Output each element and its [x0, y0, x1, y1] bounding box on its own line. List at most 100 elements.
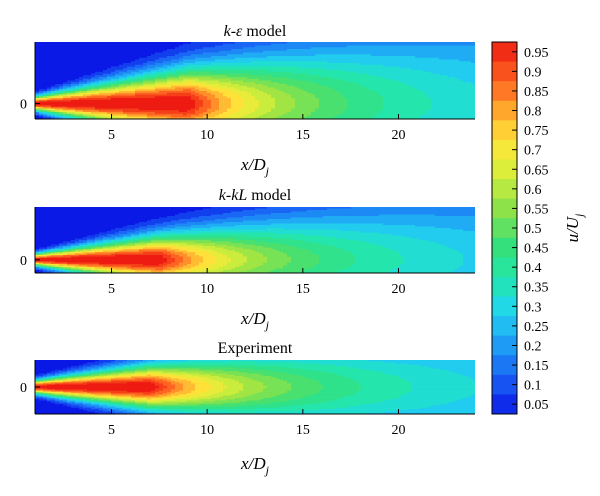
field-cell [463, 112, 468, 115]
field-cell [403, 71, 408, 75]
field-cell [127, 63, 132, 66]
field-cell [455, 105, 460, 108]
field-cell [431, 78, 436, 82]
field-cell [75, 91, 80, 94]
field-cell [363, 98, 368, 101]
field-cell [251, 73, 256, 76]
field-cell [323, 105, 328, 108]
field-cell [367, 89, 372, 92]
field-cell [79, 84, 84, 87]
field-cell [163, 110, 168, 113]
field-cell [99, 47, 104, 50]
field-cell [111, 42, 116, 45]
field-cell [123, 54, 128, 57]
field-cell [395, 87, 400, 90]
field-cell [255, 94, 260, 97]
field-cell [447, 73, 452, 76]
field-cell [167, 99, 172, 103]
field-cell [415, 73, 420, 76]
field-cell [227, 59, 232, 62]
field-cell [399, 110, 404, 113]
field-cell [43, 259, 48, 262]
field-cell [123, 59, 128, 62]
field-cell [411, 45, 416, 48]
field-cell [263, 75, 268, 78]
field-cell [387, 106, 392, 110]
field-cell [139, 101, 144, 104]
field-cell [131, 78, 136, 82]
field-cell [91, 115, 96, 118]
field-cell [343, 78, 348, 82]
field-cell [187, 78, 192, 82]
field-cell [43, 213, 48, 216]
field-cell [323, 108, 328, 111]
field-cell [259, 57, 264, 61]
field-cell [43, 98, 48, 101]
field-cell [431, 89, 436, 92]
field-cell [51, 43, 56, 47]
field-cell [315, 84, 320, 87]
field-cell [467, 64, 472, 68]
field-cell [331, 68, 336, 71]
field-cell [195, 112, 200, 115]
field-cell [39, 112, 44, 115]
field-cell [471, 98, 475, 101]
field-cell [147, 47, 152, 50]
field-cell [223, 73, 228, 76]
field-cell [119, 105, 124, 108]
field-cell [451, 87, 456, 90]
field-cell [291, 54, 296, 57]
field-cell [247, 54, 252, 57]
field-cell [123, 113, 128, 117]
field-cell [463, 68, 468, 71]
field-cell [367, 50, 372, 54]
field-cell [315, 101, 320, 104]
field-cell [71, 103, 76, 106]
field-cell [215, 87, 220, 90]
field-cell [99, 110, 104, 113]
field-cell [359, 43, 364, 47]
field-cell [259, 105, 264, 108]
field-cell [403, 77, 408, 80]
field-cell [131, 105, 136, 108]
field-cell [359, 103, 364, 106]
field-cell [171, 94, 176, 97]
field-cell [203, 77, 208, 80]
field-cell [355, 110, 360, 113]
field-cell [135, 96, 140, 99]
field-cell [71, 78, 76, 82]
field-cell [247, 110, 252, 113]
field-cell [219, 92, 224, 96]
field-cell [187, 106, 192, 110]
field-cell [379, 110, 384, 113]
field-cell [111, 50, 116, 54]
field-cell [215, 80, 220, 83]
field-cell [83, 68, 88, 71]
field-cell [99, 89, 104, 92]
field-cell [59, 82, 64, 85]
field-cell [339, 106, 344, 110]
field-cell [107, 80, 112, 83]
field-cell [315, 112, 320, 115]
field-cell [451, 57, 456, 61]
field-cell [447, 103, 452, 106]
field-cell [227, 50, 232, 54]
field-cell [383, 77, 388, 80]
field-cell [383, 73, 388, 76]
field-cell [179, 99, 184, 103]
field-cell [447, 98, 452, 101]
field-cell [419, 64, 424, 68]
field-cell [355, 70, 360, 73]
field-cell [367, 96, 372, 99]
field-cell [43, 225, 48, 228]
field-cell [35, 250, 40, 253]
field-cell [299, 94, 304, 97]
field-cell [311, 112, 316, 115]
field-cell [391, 92, 396, 96]
field-cell [147, 113, 152, 117]
field-cell [123, 68, 128, 71]
field-cell [415, 82, 420, 85]
field-cell [67, 106, 72, 110]
field-cell [251, 66, 256, 69]
field-cell [79, 43, 84, 47]
